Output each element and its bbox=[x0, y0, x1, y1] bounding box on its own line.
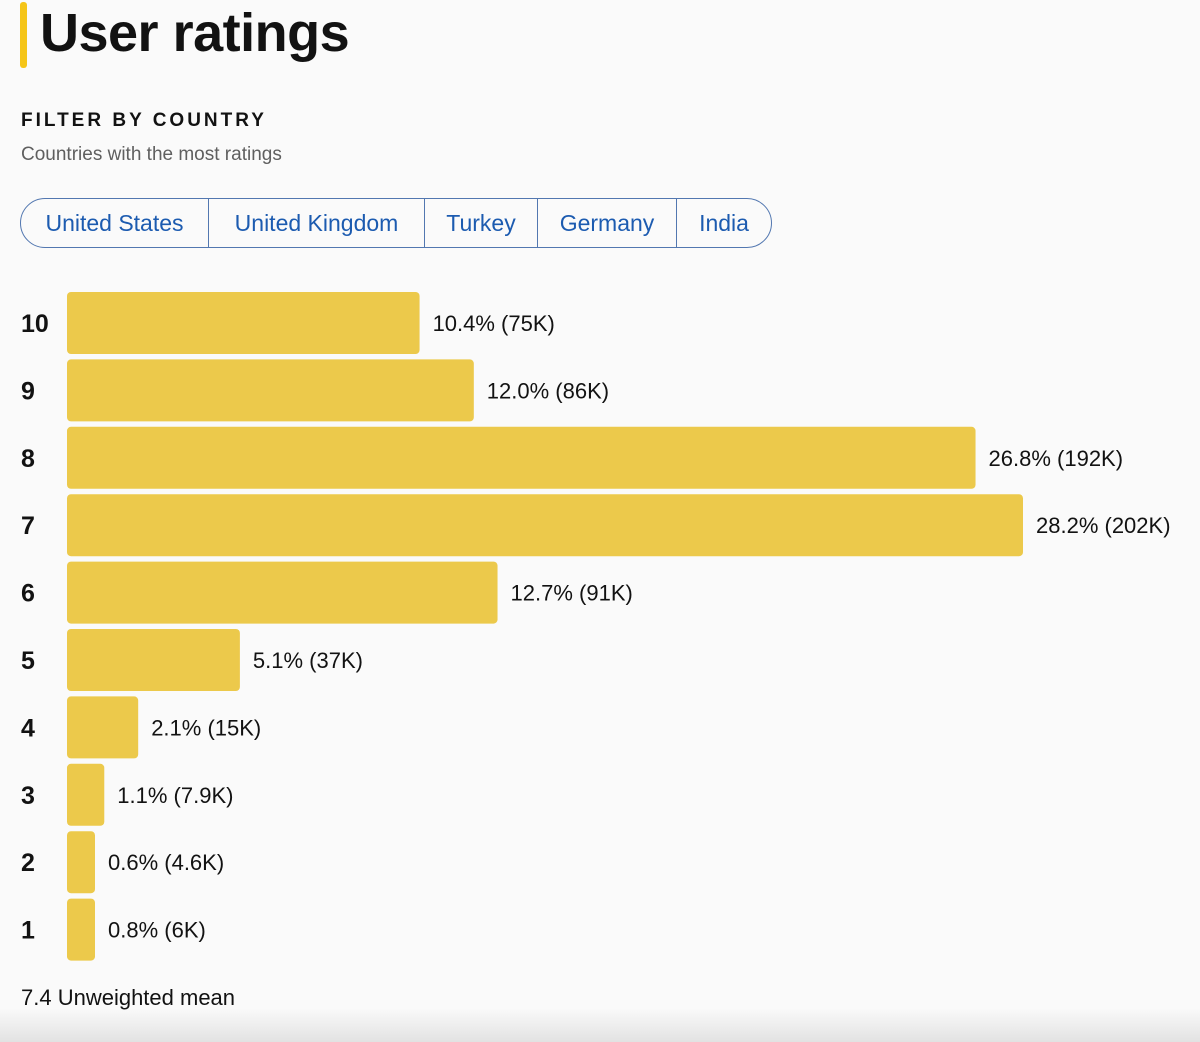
page-title: User ratings bbox=[40, 3, 350, 63]
rating-label-3: 3 bbox=[21, 782, 35, 810]
rating-bar-9[interactable] bbox=[67, 359, 474, 422]
title-accent-bar bbox=[20, 2, 27, 68]
rating-value-label-8: 26.8% (192K) bbox=[989, 446, 1124, 471]
rating-value-label-3: 1.1% (7.9K) bbox=[117, 783, 233, 808]
rating-bar-3[interactable] bbox=[67, 763, 105, 826]
rating-label-9: 9 bbox=[21, 377, 35, 405]
country-button-india[interactable]: India bbox=[699, 209, 749, 236]
rating-value-label-7: 28.2% (202K) bbox=[1036, 513, 1171, 538]
rating-label-8: 8 bbox=[21, 445, 35, 473]
ratings-chart-svg: 10 10.4% (75K) 9 12.0% (86K) 8 26.8% (192K) 7 2… bbox=[21, 292, 1171, 961]
rating-value-label-6: 12.7% (91K) bbox=[511, 581, 633, 606]
rating-value-label-4: 2.1% (15K) bbox=[151, 715, 261, 740]
filter-heading: FILTER BY COUNTRY bbox=[21, 110, 267, 131]
rating-bar-7[interactable] bbox=[67, 494, 1023, 557]
country-button-germany[interactable]: Germany bbox=[538, 199, 677, 247]
rating-label-7: 7 bbox=[21, 512, 35, 540]
rating-bar-2[interactable] bbox=[67, 831, 95, 894]
country-button-turkey[interactable]: Turkey bbox=[425, 199, 538, 247]
rating-label-1: 1 bbox=[21, 917, 35, 945]
country-filter-group: United States United Kingdom Turkey Germ… bbox=[20, 198, 772, 248]
filter-subtitle: Countries with the most ratings bbox=[21, 144, 282, 165]
rating-value-label-5: 5.1% (37K) bbox=[253, 648, 363, 673]
country-button-united-states[interactable]: United States bbox=[21, 199, 209, 247]
ratings-chart: 10 10.4% (75K) 9 12.0% (86K) 8 26.8% (192K) 7 2… bbox=[0, 288, 1200, 968]
rating-label-2: 2 bbox=[21, 849, 35, 877]
rating-bar-6[interactable] bbox=[67, 561, 498, 624]
rating-label-10: 10 bbox=[21, 310, 49, 338]
rating-label-6: 6 bbox=[21, 580, 35, 608]
rating-value-label-10: 10.4% (75K) bbox=[433, 311, 555, 336]
rating-bar-4[interactable] bbox=[67, 696, 139, 759]
unweighted-mean: 7.4 Unweighted mean bbox=[21, 985, 236, 1010]
rating-value-label-2: 0.6% (4.6K) bbox=[108, 850, 224, 875]
rating-bar-8[interactable] bbox=[67, 426, 976, 489]
rating-bar-10[interactable] bbox=[67, 292, 420, 354]
rating-label-5: 5 bbox=[21, 647, 35, 675]
rating-value-label-9: 12.0% (86K) bbox=[487, 378, 609, 403]
bottom-fade bbox=[0, 1008, 1200, 1042]
rating-value-label-1: 0.8% (6K) bbox=[108, 918, 206, 943]
rating-label-4: 4 bbox=[21, 714, 35, 742]
rating-bar-5[interactable] bbox=[67, 629, 240, 691]
country-button-united-kingdom[interactable]: United Kingdom bbox=[209, 199, 425, 247]
rating-bar-1[interactable] bbox=[67, 898, 95, 961]
title-row: User ratings bbox=[20, 0, 350, 68]
